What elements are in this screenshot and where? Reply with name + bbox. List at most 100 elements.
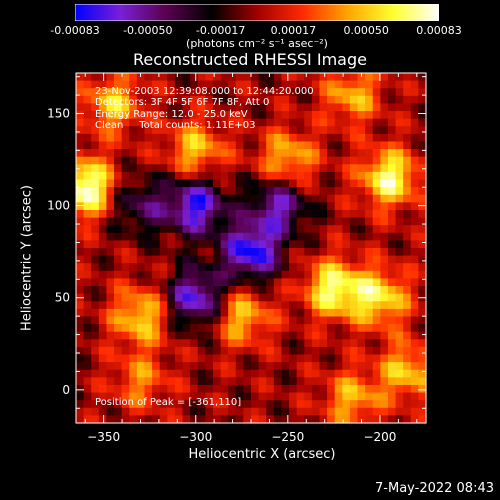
heatmap-cell bbox=[403, 270, 412, 280]
heatmap-cell bbox=[296, 171, 305, 181]
heatmap-cell bbox=[403, 377, 412, 386]
heatmap-cell bbox=[136, 339, 146, 348]
heatmap-cell bbox=[212, 240, 222, 249]
heatmap-cell bbox=[182, 202, 191, 211]
heatmap-cell bbox=[121, 407, 130, 416]
heatmap-cell bbox=[289, 308, 298, 318]
heatmap-cell bbox=[327, 156, 336, 165]
heatmap-cell bbox=[327, 308, 336, 318]
heatmap-cell bbox=[174, 278, 184, 287]
heatmap-cell bbox=[395, 400, 404, 409]
heatmap-cell bbox=[258, 384, 267, 394]
heatmap-cell bbox=[334, 202, 343, 211]
heatmap-cell bbox=[251, 255, 260, 264]
heatmap-cell bbox=[327, 149, 336, 158]
heatmap-cell bbox=[98, 324, 108, 333]
heatmap-cell bbox=[91, 278, 100, 287]
heatmap-cell bbox=[251, 377, 260, 386]
heatmap-cell bbox=[273, 103, 283, 112]
heatmap-cell bbox=[281, 156, 290, 165]
heatmap-cell bbox=[342, 240, 351, 249]
heatmap-cell bbox=[289, 73, 298, 82]
heatmap-cell bbox=[83, 103, 92, 112]
heatmap-cell bbox=[106, 286, 115, 295]
heatmap-cell bbox=[372, 308, 381, 318]
heatmap-cell bbox=[311, 187, 321, 196]
heatmap-cell bbox=[182, 232, 191, 241]
heatmap-cell bbox=[273, 126, 283, 135]
heatmap-cell bbox=[129, 179, 138, 188]
heatmap-cell bbox=[228, 384, 237, 394]
heatmap-cell bbox=[357, 149, 366, 158]
heatmap-cell bbox=[83, 88, 92, 97]
heatmap-cell bbox=[174, 339, 184, 348]
heatmap-cell bbox=[372, 278, 381, 287]
heatmap-cell bbox=[296, 141, 305, 150]
heatmap-cell bbox=[418, 400, 427, 409]
heatmap-cell bbox=[228, 270, 237, 280]
heatmap-cell bbox=[205, 263, 214, 272]
heatmap-cell bbox=[342, 194, 351, 203]
heatmap-cell bbox=[228, 141, 237, 150]
heatmap-cell bbox=[83, 240, 92, 249]
heatmap-cell bbox=[91, 255, 100, 264]
heatmap-cell bbox=[174, 149, 184, 158]
heatmap-cell bbox=[83, 331, 92, 340]
heatmap-cell bbox=[342, 316, 351, 325]
heatmap-cell bbox=[114, 407, 123, 416]
heatmap-cell bbox=[289, 316, 298, 325]
heatmap-cell bbox=[273, 111, 283, 120]
heatmap-cell bbox=[334, 278, 343, 287]
heatmap-cell bbox=[121, 377, 130, 386]
heatmap-cell bbox=[76, 286, 85, 295]
heatmap-cell bbox=[258, 400, 267, 409]
heatmap-cell bbox=[395, 362, 404, 371]
heatmap-cell bbox=[403, 171, 412, 181]
heatmap-cell bbox=[182, 141, 191, 150]
heatmap-cell bbox=[136, 278, 146, 287]
heatmap-cell bbox=[304, 179, 313, 188]
heatmap-cell bbox=[334, 164, 343, 173]
heatmap-cell bbox=[106, 202, 115, 211]
heatmap-cell bbox=[235, 354, 244, 363]
heatmap-cell bbox=[395, 278, 404, 287]
heatmap-cell bbox=[91, 308, 100, 318]
heatmap-cell bbox=[152, 369, 161, 378]
heatmap-cell bbox=[76, 194, 85, 203]
heatmap-cell bbox=[235, 217, 244, 226]
heatmap-cell bbox=[296, 187, 305, 196]
heatmap-cell bbox=[174, 194, 184, 203]
heatmap-cell bbox=[311, 194, 321, 203]
heatmap-cell bbox=[83, 111, 92, 120]
heatmap-cell bbox=[342, 339, 351, 348]
heatmap-cell bbox=[395, 392, 404, 401]
heatmap-cell bbox=[144, 400, 153, 409]
heatmap-cell bbox=[273, 73, 283, 82]
heatmap-cell bbox=[182, 255, 191, 264]
heatmap-cell bbox=[129, 111, 138, 120]
heatmap-cell bbox=[311, 407, 321, 416]
heatmap-cell bbox=[311, 400, 321, 409]
heatmap-cell bbox=[220, 339, 229, 348]
heatmap-cell bbox=[319, 263, 328, 272]
heatmap-cell bbox=[159, 331, 168, 340]
heatmap-cell bbox=[395, 263, 404, 272]
heatmap-cell bbox=[152, 111, 161, 120]
heatmap-cell bbox=[327, 171, 336, 181]
heatmap-cell bbox=[327, 255, 336, 264]
heatmap-cell bbox=[129, 278, 138, 287]
heatmap-cell bbox=[76, 407, 85, 416]
heatmap-cell bbox=[395, 308, 404, 318]
heatmap-cell bbox=[136, 141, 146, 150]
heatmap-cell bbox=[159, 369, 168, 378]
heatmap-cell bbox=[403, 111, 412, 120]
heatmap-cell bbox=[349, 126, 359, 135]
heatmap-cell bbox=[76, 278, 85, 287]
heatmap-cell bbox=[387, 270, 397, 280]
heatmap-cell bbox=[372, 255, 381, 264]
heatmap-cell bbox=[410, 270, 419, 280]
heatmap-cell bbox=[220, 88, 229, 97]
heatmap-cell bbox=[235, 377, 244, 386]
heatmap-cell bbox=[212, 80, 222, 89]
heatmap-cell bbox=[349, 194, 359, 203]
